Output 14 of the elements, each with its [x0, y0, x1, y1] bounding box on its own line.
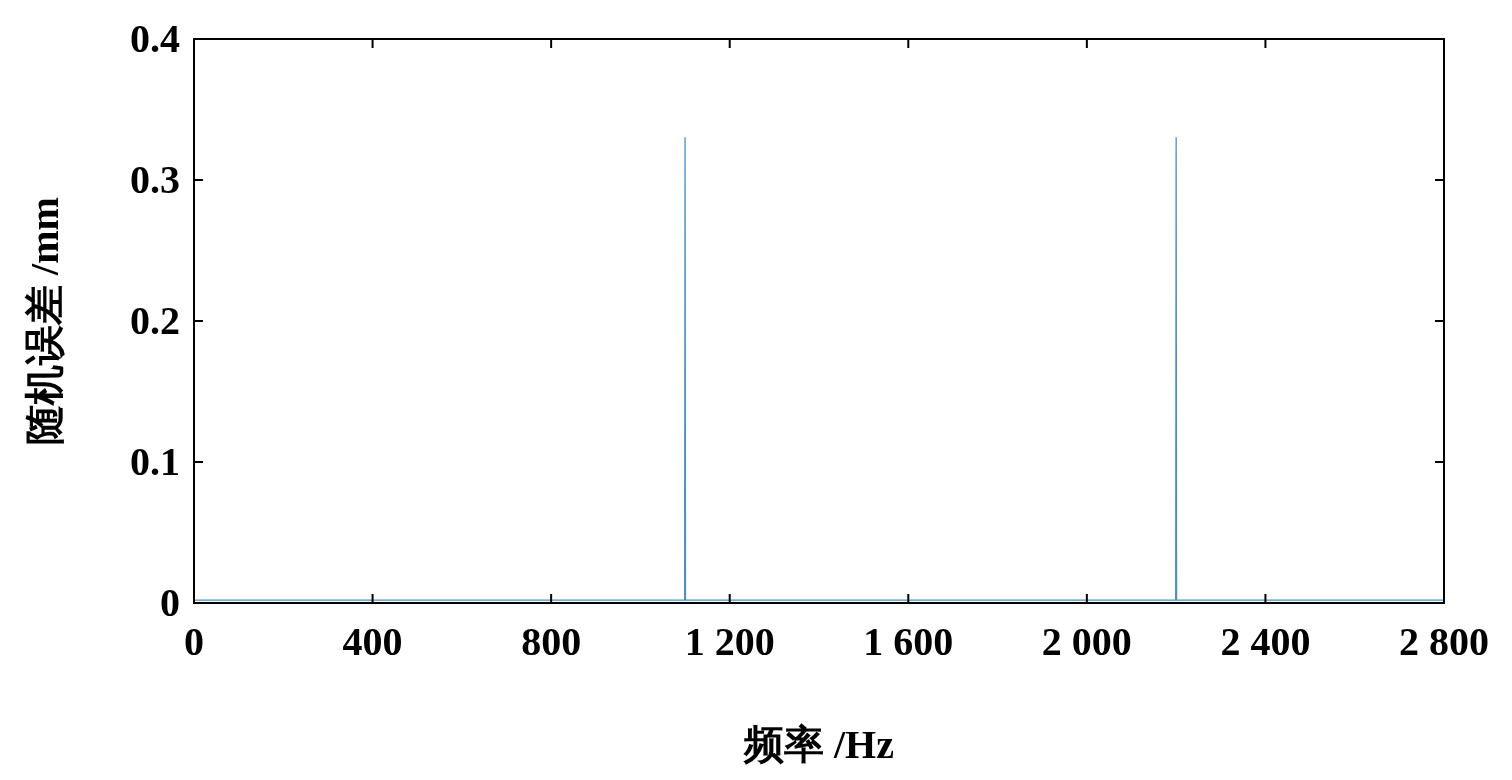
x-axis-title: 频率 /Hz [743, 722, 894, 767]
x-tick-label: 1 200 [684, 619, 775, 664]
x-tick-label: 2 800 [1399, 619, 1489, 664]
y-tick-label: 0.1 [130, 439, 180, 484]
y-tick-label: 0 [160, 580, 180, 625]
x-tick-label: 800 [521, 619, 582, 664]
y-tick-label: 0.4 [130, 16, 180, 61]
y-axis-title: 随机误差 /mm [22, 197, 67, 445]
x-tick-label: 2 000 [1041, 619, 1132, 664]
y-tick-label: 0.3 [130, 157, 180, 202]
y-tick-label: 0.2 [130, 298, 180, 343]
x-tick-label: 2 400 [1220, 619, 1311, 664]
x-tick-label: 1 600 [863, 619, 954, 664]
x-tick-label: 400 [342, 619, 403, 664]
